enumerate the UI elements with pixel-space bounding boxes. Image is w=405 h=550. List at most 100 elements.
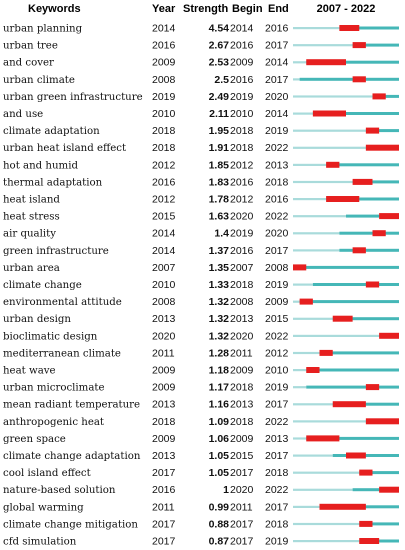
timeline-base <box>293 163 327 166</box>
begin-value: 2009 <box>230 365 254 377</box>
burst-bar <box>326 196 360 202</box>
burst-row: anthropogenic heat 2018 1.09 2018 2022 <box>3 416 399 428</box>
end-value: 2013 <box>265 433 289 445</box>
burst-row: green infrastructure 2014 1.37 2016 2017 <box>3 245 399 257</box>
burst-row: environmental attitude 2008 1.32 2008 2009 <box>3 296 399 308</box>
end-value: 2010 <box>265 365 289 377</box>
begin-value: 2016 <box>230 176 254 188</box>
begin-value: 2007 <box>230 262 254 274</box>
timeline-base <box>293 522 360 526</box>
begin-value: 2018 <box>230 142 254 154</box>
year-value: 2016 <box>152 176 176 188</box>
strength-value: 1.63 <box>209 211 230 223</box>
year-value: 2018 <box>152 142 176 154</box>
timeline-base <box>293 249 340 252</box>
year-value: 2014 <box>152 23 176 35</box>
strength-value: 4.54 <box>209 23 230 35</box>
timeline-base <box>293 129 366 132</box>
strength-value: 1.32 <box>209 296 230 308</box>
burst-row: global warming 2011 0.99 2011 2017 <box>3 501 399 513</box>
keywords-column-header: Keywords <box>28 3 81 15</box>
strength-value: 1.78 <box>209 194 230 206</box>
end-value: 2018 <box>265 518 289 530</box>
year-value: 2009 <box>152 382 176 394</box>
end-value: 2022 <box>265 330 289 342</box>
strength-value: 1.16 <box>209 399 230 411</box>
burst-bar <box>359 538 380 544</box>
end-value: 2017 <box>265 501 289 513</box>
keyword-label: urban design <box>3 314 71 325</box>
end-value: 2020 <box>265 228 289 240</box>
burst-row: climate adaptation 2018 1.95 2018 2019 <box>3 125 399 137</box>
begin-value: 2020 <box>230 330 254 342</box>
keyword-label: and use <box>3 109 43 120</box>
timeline-active <box>326 197 399 201</box>
burst-row: heat stress 2015 1.63 2020 2022 <box>3 211 399 223</box>
end-value: 2020 <box>265 91 289 103</box>
burst-row: thermal adaptation 2016 1.83 2016 2018 <box>3 176 399 188</box>
keyword-label: urban tree <box>3 41 58 52</box>
end-value: 2019 <box>265 125 289 137</box>
burst-row: mediterranean climate 2011 1.28 2011 2012 <box>3 347 399 359</box>
keyword-label: green space <box>3 434 66 445</box>
begin-value: 2020 <box>230 211 254 223</box>
timeline-base <box>293 112 313 115</box>
timeline-base <box>293 95 373 98</box>
keyword-label: urban heat island effect <box>3 143 127 154</box>
strength-value: 1.05 <box>209 450 230 462</box>
begin-value: 2017 <box>230 518 254 530</box>
year-value: 2017 <box>152 536 176 548</box>
end-value: 2009 <box>265 296 289 308</box>
end-value: 2017 <box>265 450 289 462</box>
strength-column-header: Strength <box>183 3 229 15</box>
timeline-active <box>312 112 399 115</box>
begin-value: 2018 <box>230 125 254 137</box>
burst-row: urban planning 2014 4.54 2014 2016 <box>3 23 399 35</box>
begin-value: 2013 <box>230 399 254 411</box>
timeline-active <box>339 231 399 235</box>
burst-bar <box>365 144 399 151</box>
timeline-base <box>293 540 360 543</box>
keyword-label: climate change adaptation <box>3 451 141 462</box>
strength-value: 1.37 <box>209 245 230 257</box>
burst-row: urban tree 2016 2.67 2016 2017 <box>3 40 399 52</box>
year-column-header: Year <box>152 3 176 15</box>
keyword-label: mean radiant temperature <box>3 400 140 411</box>
begin-value: 2015 <box>230 450 254 462</box>
end-value: 2012 <box>265 347 289 359</box>
end-value: 2016 <box>265 194 289 206</box>
burst-bar <box>319 349 333 356</box>
begin-value: 2016 <box>230 74 254 86</box>
strength-value: 2.49 <box>209 91 230 103</box>
end-value: 2017 <box>265 245 289 257</box>
burst-bar <box>326 161 340 168</box>
strength-value: 1.83 <box>209 176 230 188</box>
year-value: 2011 <box>152 347 175 359</box>
keyword-label: and cover <box>3 58 54 69</box>
end-value: 2018 <box>265 176 289 188</box>
timeline-active <box>352 180 399 184</box>
year-value: 2011 <box>152 501 175 513</box>
timeline-base <box>293 351 320 355</box>
end-value: 2022 <box>265 416 289 428</box>
strength-value: 1.33 <box>209 279 230 291</box>
keyword-label: urban area <box>3 263 60 274</box>
strength-value: 1.09 <box>209 416 230 428</box>
keyword-label: heat island <box>3 195 60 206</box>
burst-row: bioclimatic design 2020 1.32 2020 2022 <box>3 330 399 342</box>
timeline-active <box>365 129 399 133</box>
end-value: 2013 <box>265 159 289 171</box>
begin-column-header: Begin <box>232 3 263 15</box>
year-value: 2007 <box>152 262 176 274</box>
strength-value: 2.5 <box>214 74 229 86</box>
year-value: 2018 <box>152 125 176 137</box>
end-value: 2015 <box>265 313 289 325</box>
timeline-active <box>332 317 399 321</box>
timeline-base <box>293 198 327 201</box>
end-value: 2014 <box>265 108 289 120</box>
timeline-base <box>293 27 340 30</box>
strength-value: 2.53 <box>209 57 230 69</box>
year-value: 2017 <box>152 467 176 479</box>
year-value: 2008 <box>152 74 176 86</box>
